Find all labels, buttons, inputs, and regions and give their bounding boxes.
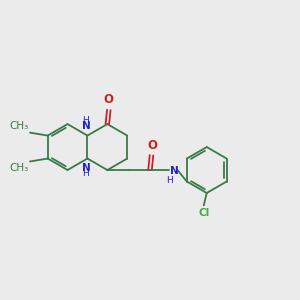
Text: H: H bbox=[167, 176, 173, 185]
Text: Cl: Cl bbox=[198, 208, 209, 218]
Text: N: N bbox=[170, 166, 178, 176]
Text: CH₃: CH₃ bbox=[10, 121, 29, 131]
Text: O: O bbox=[147, 139, 157, 152]
Text: N: N bbox=[82, 121, 90, 131]
Text: H: H bbox=[82, 169, 89, 178]
Text: H: H bbox=[82, 116, 89, 125]
Text: CH₃: CH₃ bbox=[10, 163, 29, 173]
Text: N: N bbox=[82, 163, 90, 173]
Text: O: O bbox=[104, 93, 114, 106]
